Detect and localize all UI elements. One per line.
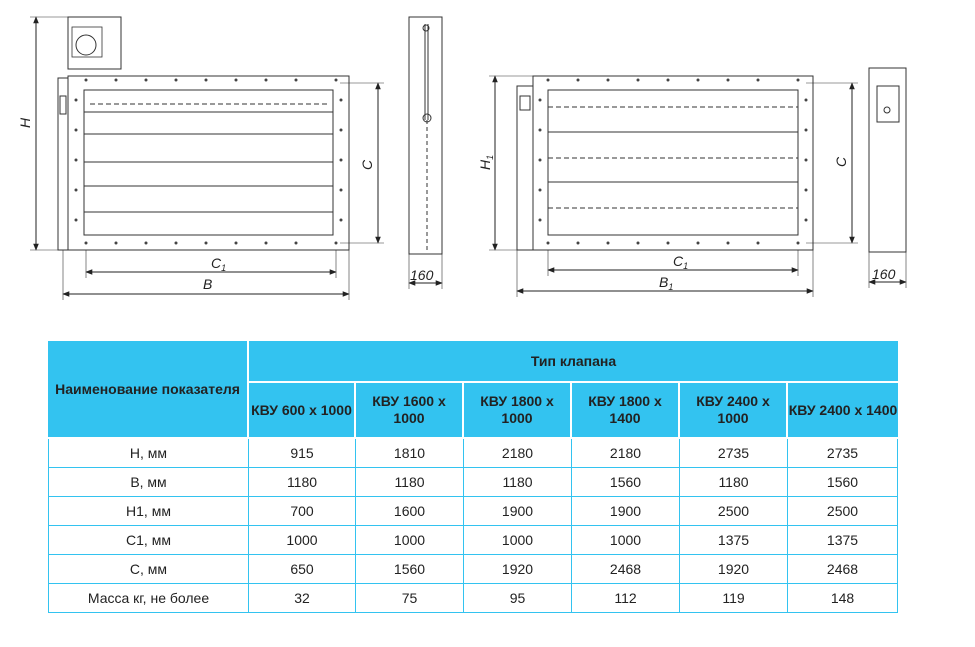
table-cell: 1560: [788, 467, 898, 496]
dim-label-c1-right: C1: [673, 253, 688, 271]
table-cell: 1375: [680, 525, 788, 554]
table-cell: 1180: [356, 467, 464, 496]
side-view-left: [408, 16, 443, 289]
table-cell: 1000: [356, 525, 464, 554]
type-header: Тип клапана: [249, 341, 898, 383]
table-cell: 2180: [464, 439, 572, 467]
table-cell: 2468: [788, 554, 898, 583]
dim-label-c-right: C: [833, 156, 849, 167]
table-cell: 95: [464, 583, 572, 613]
dim-label-h: H: [17, 117, 33, 128]
table-row: Масса кг, не более 32 75 95 112 119 148: [48, 583, 898, 613]
table-row: C1, мм 1000 1000 1000 1000 1375 1375: [48, 525, 898, 554]
table-cell: 1560: [356, 554, 464, 583]
table-cell: 32: [249, 583, 356, 613]
dim-label-depth-left: 160: [410, 267, 434, 283]
table-cell: 1560: [572, 467, 680, 496]
table-cell: 1180: [680, 467, 788, 496]
table-cell: 2180: [572, 439, 680, 467]
table-cell: 119: [680, 583, 788, 613]
row-label: C, мм: [48, 554, 249, 583]
table-cell: 1920: [680, 554, 788, 583]
row-label: H1, мм: [48, 496, 249, 525]
column-header: КВУ 2400 х 1000: [680, 383, 788, 439]
table-row: B, мм 1180 1180 1180 1560 1180 1560: [48, 467, 898, 496]
table-cell: 2468: [572, 554, 680, 583]
row-label: B, мм: [48, 467, 249, 496]
row-label: H, мм: [48, 439, 249, 467]
damper-frame: [67, 75, 350, 251]
technical-drawings: H C C1 B 160: [17, 16, 907, 300]
table-cell: 1600: [356, 496, 464, 525]
table-cell: 1900: [572, 496, 680, 525]
column-header: КВУ 600 х 1000: [249, 383, 356, 439]
dim-label-depth-right: 160: [872, 266, 896, 282]
table-cell: 2735: [788, 439, 898, 467]
front-view-right: [489, 75, 858, 297]
param-header: Наименование показателя: [48, 341, 249, 439]
damper-frame-right: [532, 75, 814, 251]
column-header: КВУ 1600 х 1000: [356, 383, 464, 439]
table-cell: 2500: [680, 496, 788, 525]
table-cell: 1920: [464, 554, 572, 583]
table-cell: 2735: [680, 439, 788, 467]
row-label: C1, мм: [48, 525, 249, 554]
table-cell: 1900: [464, 496, 572, 525]
table-cell: 1375: [788, 525, 898, 554]
table-cell: 1000: [249, 525, 356, 554]
table-cell: 112: [572, 583, 680, 613]
spec-table: Наименование показателя Тип клапана КВУ …: [48, 341, 898, 613]
table-cell: 700: [249, 496, 356, 525]
table-cell: 75: [356, 583, 464, 613]
dim-label-b1: B1: [659, 274, 673, 292]
side-view-right: [868, 67, 907, 288]
front-view-left: [30, 16, 384, 300]
table-cell: 1810: [356, 439, 464, 467]
table-cell: 1000: [464, 525, 572, 554]
table-cell: 1180: [464, 467, 572, 496]
actuator-wheel: [75, 34, 97, 56]
row-label: Масса кг, не более: [48, 583, 249, 613]
table-row: H1, мм 700 1600 1900 1900 2500 2500: [48, 496, 898, 525]
table-cell: 2500: [788, 496, 898, 525]
table-row: C, мм 650 1560 1920 2468 1920 2468: [48, 554, 898, 583]
table-cell: 915: [249, 439, 356, 467]
table-cell: 650: [249, 554, 356, 583]
dim-label-b: B: [203, 276, 212, 292]
column-header: КВУ 2400 х 1400: [788, 383, 898, 439]
table-cell: 1000: [572, 525, 680, 554]
dim-label-h1: H1: [477, 155, 495, 170]
column-header: КВУ 1800 х 1400: [572, 383, 680, 439]
table-row: H, мм 915 1810 2180 2180 2735 2735: [48, 439, 898, 467]
dim-label-c: C: [359, 159, 375, 170]
column-header: КВУ 1800 х 1000: [464, 383, 572, 439]
table-cell: 1180: [249, 467, 356, 496]
table-cell: 148: [788, 583, 898, 613]
dim-label-c1: C1: [211, 255, 226, 273]
